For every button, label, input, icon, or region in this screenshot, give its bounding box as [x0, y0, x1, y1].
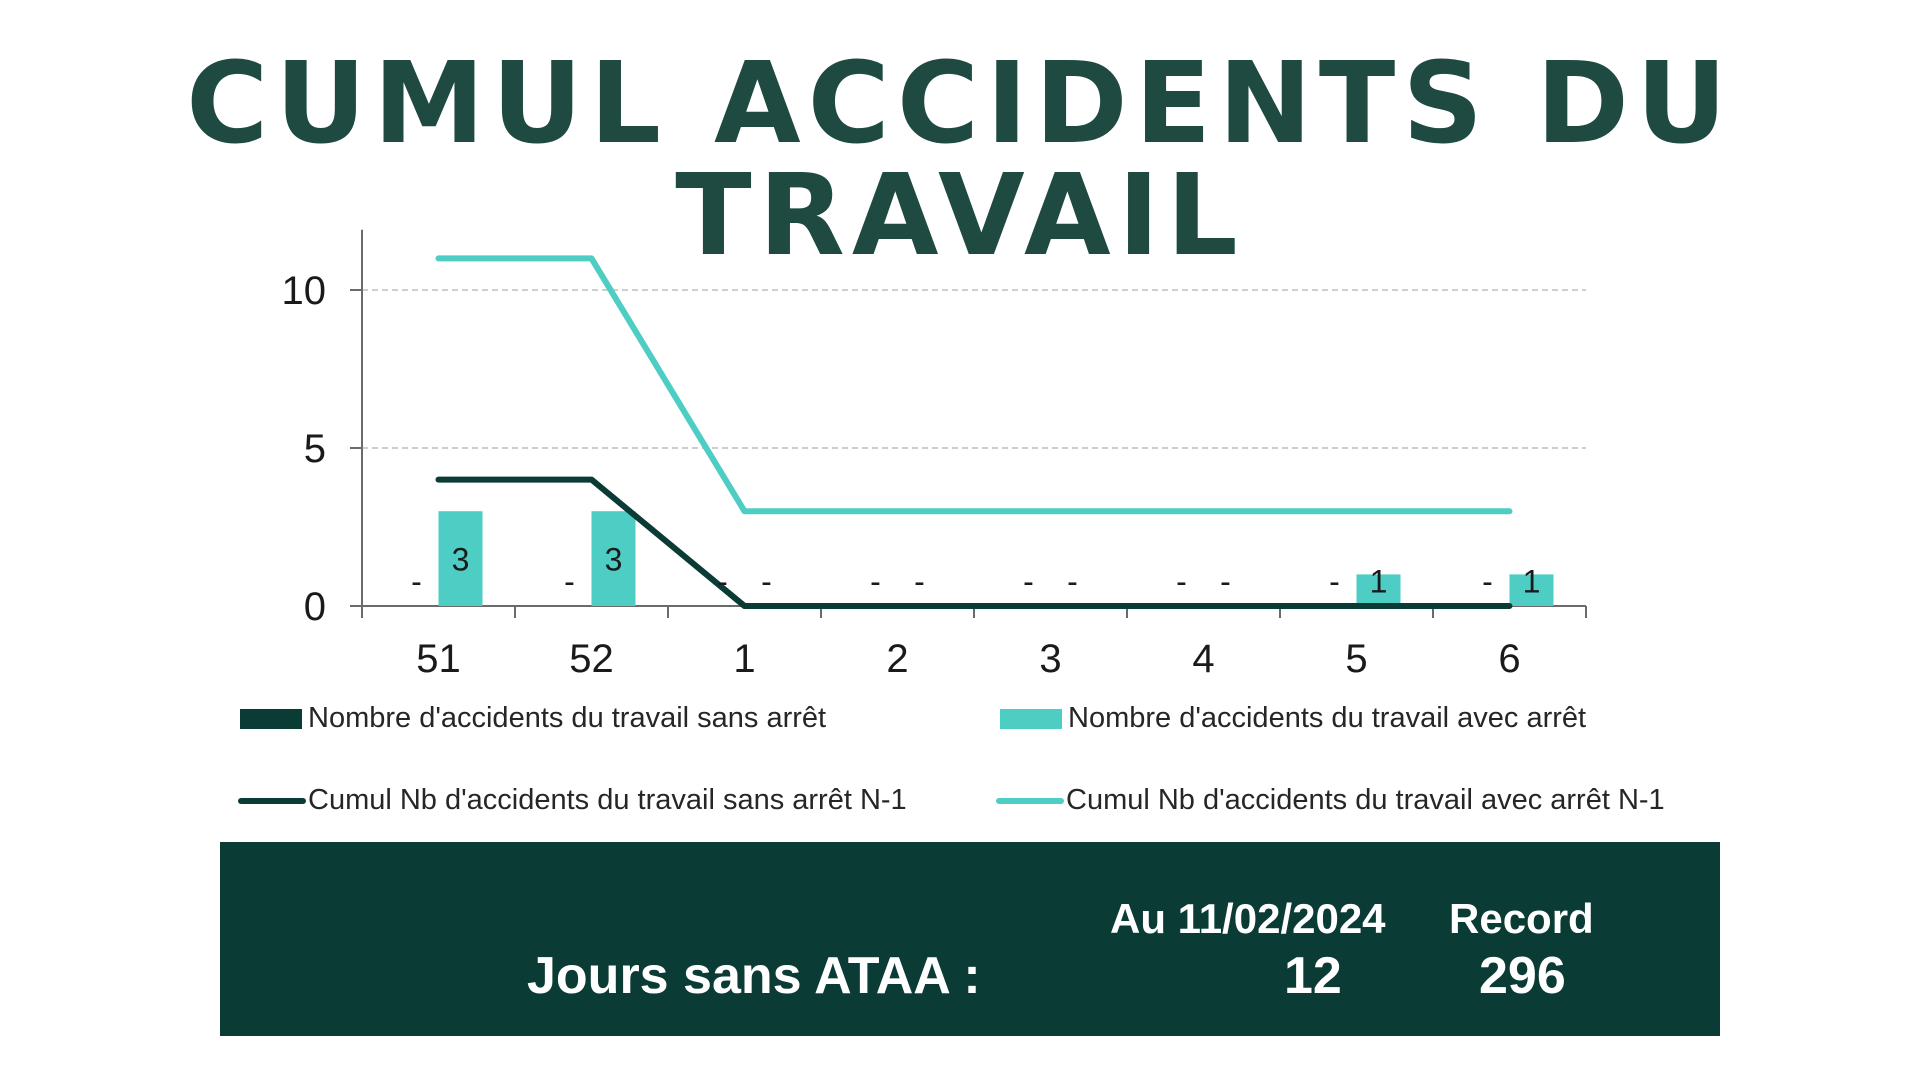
x-tick-label: 52 — [569, 637, 614, 681]
page-title: CUMUL ACCIDENTS DU TRAVAIL — [186, 39, 1734, 281]
x-tick-label: 2 — [886, 637, 908, 681]
data-label-sans-arret: - — [1329, 563, 1340, 599]
x-tick-label: 3 — [1039, 637, 1061, 681]
bar-avec-arret — [1356, 574, 1401, 606]
days-value: 12 — [1284, 947, 1342, 1005]
data-label-avec-arret: - — [761, 563, 772, 599]
data-label-sans-arret: - — [564, 563, 575, 599]
data-label-avec-arret: - — [914, 563, 925, 599]
data-label-avec-arret: 1 — [1523, 563, 1541, 599]
data-label-avec-arret: 3 — [452, 542, 470, 578]
x-tick-label: 1 — [733, 637, 755, 681]
data-label-avec-arret: - — [1220, 563, 1231, 599]
y-tick-label: 0 — [304, 585, 326, 629]
y-tick-label: 10 — [282, 269, 327, 313]
days-label: Jours sans ATAA : — [527, 947, 981, 1005]
date-header: Au 11/02/2024 — [1110, 895, 1386, 942]
data-label-sans-arret: - — [717, 563, 728, 599]
y-tick-label: 5 — [304, 427, 326, 471]
line-cumul-sans-arret — [435, 476, 1513, 609]
data-label-avec-arret: 3 — [605, 542, 623, 578]
record-header: Record — [1449, 895, 1594, 942]
x-tick-label: 51 — [416, 637, 461, 681]
x-tick-label: 6 — [1498, 637, 1520, 681]
line-cumul-avec-arret — [435, 255, 1513, 515]
data-label-sans-arret: - — [1176, 563, 1187, 599]
bar-avec-arret — [1509, 574, 1554, 606]
bar-avec-arret — [591, 511, 636, 606]
data-label-sans-arret: - — [411, 563, 422, 599]
x-tick-label: 4 — [1192, 637, 1214, 681]
data-label-sans-arret: - — [1482, 563, 1493, 599]
data-label-avec-arret: 1 — [1370, 563, 1388, 599]
bar-avec-arret — [438, 511, 483, 606]
data-label-sans-arret: - — [1023, 563, 1034, 599]
data-label-avec-arret: - — [1067, 563, 1078, 599]
days-without-accident-banner: Au 11/02/2024 Record Jours sans ATAA : 1… — [220, 842, 1720, 1036]
record-value: 296 — [1479, 947, 1566, 1005]
x-tick-label: 5 — [1345, 637, 1367, 681]
data-label-sans-arret: - — [870, 563, 881, 599]
